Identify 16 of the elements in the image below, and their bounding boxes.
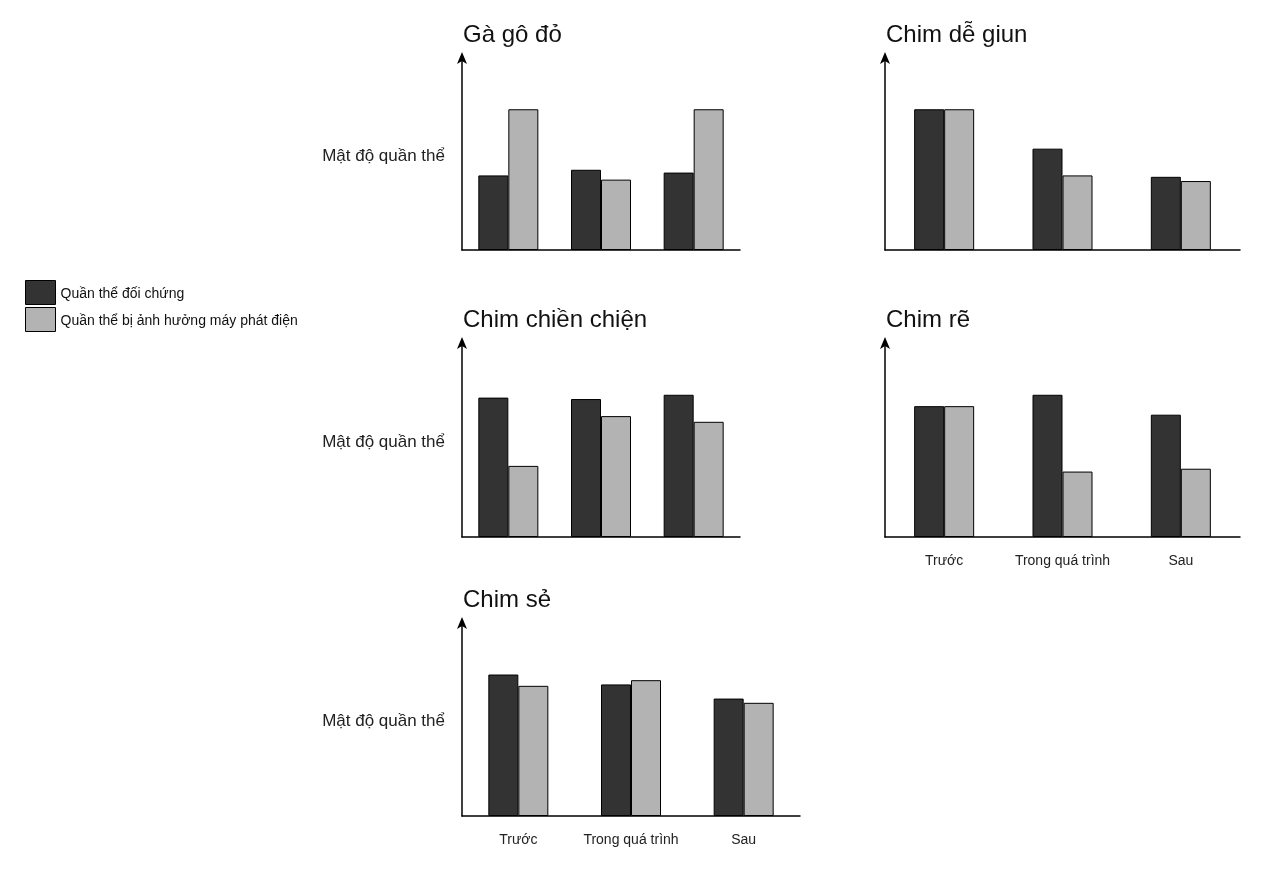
chart-title: Chim sẻ [463, 584, 552, 612]
legend-label: Quần thể bị ảnh hưởng máy phát điện [60, 311, 298, 328]
chart-title: Gà gô đỏ [463, 19, 562, 47]
x-tick-label: Sau [1168, 552, 1194, 568]
legend-label: Quần thể đối chứng [60, 284, 185, 301]
chart-title: Chim dễ giun [886, 19, 1028, 47]
y-axis-title: Mật độ quần thể [322, 145, 445, 165]
y-axis-title: Mật độ quần thể [322, 431, 445, 451]
x-tick-label: Trước [499, 831, 538, 847]
x-tick-label: Trong quá trình [1014, 552, 1111, 568]
chart-title: Chim rẽ [886, 304, 971, 332]
chart-title: Chim chiền chiện [463, 304, 648, 332]
y-axis-title: Mật độ quần thể [322, 711, 445, 730]
x-tick-label: Sau [731, 831, 757, 847]
x-tick-label: Trước [925, 552, 964, 568]
x-tick-label: Trong quá trình [583, 831, 679, 847]
